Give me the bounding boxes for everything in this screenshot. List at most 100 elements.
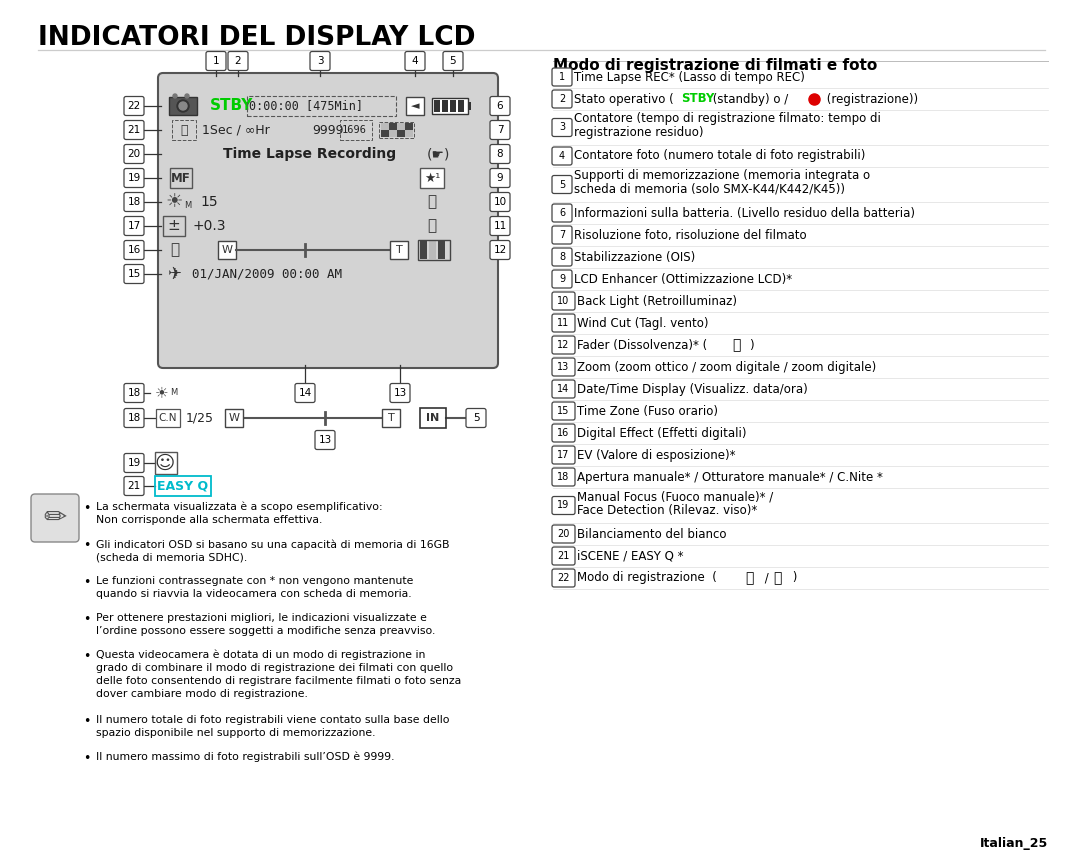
Text: ☀: ☀ [165, 193, 183, 212]
FancyBboxPatch shape [552, 270, 572, 288]
FancyBboxPatch shape [490, 240, 510, 260]
Bar [247, 96, 396, 116]
FancyBboxPatch shape [405, 51, 426, 70]
FancyBboxPatch shape [124, 168, 144, 187]
Text: Il numero totale di foto registrabili viene contato sulla base dello
spazio disp: Il numero totale di foto registrabili vi… [96, 715, 449, 738]
FancyBboxPatch shape [552, 468, 575, 486]
Text: ★¹: ★¹ [423, 172, 441, 185]
Text: •: • [83, 715, 91, 728]
Text: Il numero massimo di foto registrabili sull’OSD è 9999.: Il numero massimo di foto registrabili s… [96, 752, 394, 762]
Text: Date/Time Display (Visualizz. data/ora): Date/Time Display (Visualizz. data/ora) [577, 383, 808, 396]
Text: Per ottenere prestazioni migliori, le indicazioni visualizzate e
l’ordine posson: Per ottenere prestazioni migliori, le in… [96, 613, 435, 635]
FancyBboxPatch shape [552, 90, 572, 108]
FancyBboxPatch shape [552, 119, 572, 136]
FancyBboxPatch shape [124, 240, 144, 260]
Text: 13: 13 [319, 435, 332, 445]
FancyBboxPatch shape [490, 168, 510, 187]
FancyBboxPatch shape [315, 431, 335, 450]
Text: M: M [184, 201, 191, 209]
Text: C.N: C.N [159, 413, 177, 423]
Bar [389, 130, 397, 137]
Text: 👥: 👥 [732, 338, 741, 352]
Text: T: T [388, 413, 394, 423]
Text: 4: 4 [559, 151, 565, 161]
Bar [405, 123, 413, 130]
Text: ): ) [789, 571, 797, 584]
Text: 📷: 📷 [773, 571, 781, 585]
Text: ✨: ✨ [171, 242, 179, 258]
Text: 9: 9 [497, 173, 503, 183]
FancyBboxPatch shape [31, 494, 79, 542]
FancyBboxPatch shape [124, 409, 144, 428]
Bar [170, 168, 192, 188]
Text: 9: 9 [559, 274, 565, 284]
FancyBboxPatch shape [552, 147, 572, 165]
Text: W: W [221, 245, 232, 255]
Text: 4: 4 [411, 56, 418, 66]
Bar [382, 409, 400, 427]
Bar [468, 102, 471, 110]
FancyBboxPatch shape [552, 226, 572, 244]
FancyBboxPatch shape [552, 380, 575, 398]
Text: T: T [395, 245, 403, 255]
Text: ◄: ◄ [410, 101, 419, 111]
FancyBboxPatch shape [228, 51, 248, 70]
Text: Questa videocamera è dotata di un modo di registrazione in
grado di combinare il: Questa videocamera è dotata di un modo d… [96, 650, 461, 699]
Text: 19: 19 [127, 458, 140, 468]
FancyBboxPatch shape [124, 265, 144, 284]
Text: 3: 3 [559, 122, 565, 133]
Text: 9999: 9999 [312, 123, 343, 136]
Bar [406, 97, 424, 115]
FancyBboxPatch shape [490, 193, 510, 212]
FancyBboxPatch shape [124, 193, 144, 212]
Text: EASY Q: EASY Q [158, 479, 208, 492]
Text: IN: IN [427, 413, 440, 423]
Text: 20: 20 [557, 529, 569, 539]
FancyBboxPatch shape [490, 121, 510, 140]
Text: 1696: 1696 [342, 125, 367, 135]
Text: EV (Valore di esposizione)*: EV (Valore di esposizione)* [577, 449, 735, 462]
Text: 18: 18 [557, 472, 569, 482]
Circle shape [185, 94, 189, 98]
Text: 12: 12 [557, 340, 569, 350]
Bar [429, 241, 436, 259]
Text: Modo di registrazione di filmati e foto: Modo di registrazione di filmati e foto [553, 58, 877, 73]
Text: 11: 11 [557, 318, 569, 328]
Text: 7: 7 [497, 125, 503, 135]
Bar [156, 452, 177, 474]
Text: 👤: 👤 [428, 194, 436, 209]
Text: •: • [83, 650, 91, 663]
FancyBboxPatch shape [390, 384, 410, 403]
Text: 1: 1 [559, 72, 565, 82]
Text: 22: 22 [557, 573, 570, 583]
Text: 0:00:00 [475Min]: 0:00:00 [475Min] [249, 100, 363, 113]
Text: 15: 15 [127, 269, 140, 279]
Text: Contatore (tempo di registrazione filmato: tempo di: Contatore (tempo di registrazione filmat… [573, 112, 881, 125]
Text: 20: 20 [127, 149, 140, 159]
Text: Manual Focus (Fuoco manuale)* /: Manual Focus (Fuoco manuale)* / [577, 490, 773, 503]
Text: 22: 22 [127, 101, 140, 111]
Text: 2: 2 [558, 94, 565, 104]
Bar [420, 241, 427, 259]
Text: Back Light (Retroilluminaz): Back Light (Retroilluminaz) [577, 294, 737, 307]
Text: Face Detection (Rilevaz. viso)*: Face Detection (Rilevaz. viso)* [577, 504, 757, 517]
Text: 5: 5 [473, 413, 480, 423]
Text: •: • [83, 613, 91, 626]
Bar [172, 120, 195, 140]
FancyBboxPatch shape [552, 496, 575, 515]
Text: 01/JAN/2009 00:00 AM: 01/JAN/2009 00:00 AM [192, 267, 342, 280]
Text: Informazioni sulla batteria. (Livello residuo della batteria): Informazioni sulla batteria. (Livello re… [573, 207, 915, 220]
Text: Supporti di memorizzazione (memoria integrata o: Supporti di memorizzazione (memoria inte… [573, 169, 870, 182]
Text: La schermata visualizzata è a scopo esemplificativo:
Non corrisponde alla scherm: La schermata visualizzata è a scopo esem… [96, 502, 382, 525]
Bar [405, 130, 413, 137]
Bar [390, 241, 408, 259]
Text: +0.3: +0.3 [192, 219, 226, 233]
Text: 7: 7 [558, 230, 565, 240]
Text: Contatore foto (numero totale di foto registrabili): Contatore foto (numero totale di foto re… [573, 149, 865, 162]
FancyBboxPatch shape [552, 175, 572, 194]
FancyBboxPatch shape [443, 51, 463, 70]
Text: •: • [83, 752, 91, 765]
Text: Time Lapse REC* (Lasso di tempo REC): Time Lapse REC* (Lasso di tempo REC) [573, 70, 805, 83]
FancyBboxPatch shape [490, 216, 510, 235]
Text: Stato operativo (: Stato operativo ( [573, 93, 677, 106]
